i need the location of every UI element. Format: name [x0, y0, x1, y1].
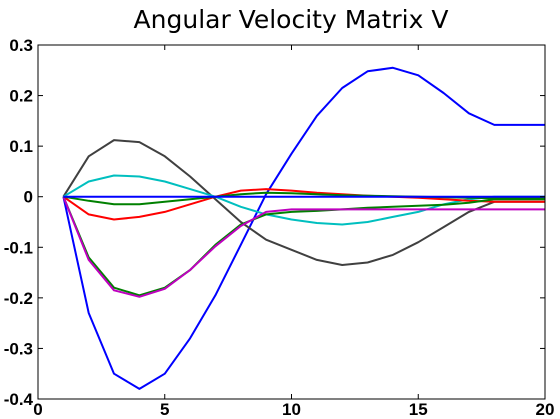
y-tick-label: 0.1 [9, 137, 33, 156]
y-tick-label: 0 [24, 188, 33, 207]
series-line-1 [62, 66, 545, 390]
y-tick-label: -0.1 [4, 238, 33, 257]
plot-area-frame [37, 44, 546, 400]
x-tick-label: 0 [33, 400, 42, 419]
x-tick-label: 15 [409, 400, 428, 419]
series-line-5 [62, 196, 545, 297]
x-tick-label: 20 [536, 400, 555, 419]
y-tick-label: 0.2 [9, 87, 33, 106]
series-line-4 [62, 188, 545, 221]
y-tick-label: -0.2 [4, 289, 33, 308]
series-layer [62, 66, 545, 390]
series-line-2 [62, 139, 545, 266]
y-tick-label: -0.4 [4, 390, 34, 409]
x-tick-label: 5 [160, 400, 169, 419]
y-tick-label: 0.3 [9, 36, 33, 55]
series-line-6 [62, 196, 545, 298]
y-tick-label: -0.3 [4, 339, 33, 358]
chart-title: Angular Velocity Matrix V [134, 5, 449, 34]
tick-layer: 0 5 10 15 20 0.3 0.2 0.1 0 -0.1 -0.2 -0.3 -0.4 [4, 36, 555, 419]
x-tick-label: 10 [282, 400, 301, 419]
